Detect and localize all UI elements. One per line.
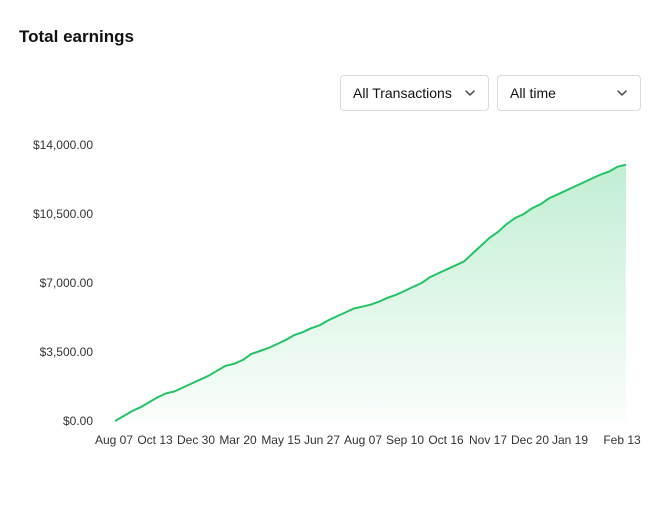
y-axis: $14,000.00 $10,500.00 $7,000.00 $3,500.00 $0…: [33, 138, 93, 428]
x-tick-label: Dec 30: [177, 433, 215, 447]
y-tick-label: $3,500.00: [40, 345, 94, 359]
x-tick-label: Aug 07: [95, 433, 133, 447]
x-tick-label: Feb 13: [603, 433, 641, 447]
y-tick-label: $0.00: [63, 414, 93, 428]
x-tick-label: Oct 13: [137, 433, 173, 447]
y-tick-label: $10,500.00: [33, 207, 93, 221]
transactions-filter-select[interactable]: All Transactions: [340, 75, 489, 111]
y-tick-label: $14,000.00: [33, 138, 93, 152]
x-tick-label: Jan 19: [552, 433, 588, 447]
x-tick-label: Aug 07: [344, 433, 382, 447]
chevron-down-icon: [465, 90, 475, 96]
x-axis: Aug 07 Oct 13 Dec 30 Mar 20 May 15 Jun 27 Aug …: [95, 433, 641, 447]
x-tick-label: Mar 20: [219, 433, 257, 447]
period-filter-value: All time: [510, 85, 556, 101]
earnings-area: [115, 164, 626, 421]
y-tick-label: $7,000.00: [40, 276, 94, 290]
page-title: Total earnings: [19, 27, 134, 46]
x-tick-label: May 15: [261, 433, 301, 447]
period-filter-select[interactable]: All time: [497, 75, 641, 111]
x-tick-label: Oct 16: [428, 433, 464, 447]
transactions-filter-value: All Transactions: [353, 85, 452, 101]
chevron-down-icon: [617, 90, 627, 96]
x-tick-label: Nov 17: [469, 433, 507, 447]
x-tick-label: Sep 10: [386, 433, 424, 447]
x-tick-label: Dec 20: [511, 433, 549, 447]
earnings-line: [114, 163, 627, 422]
x-tick-label: Jun 27: [304, 433, 340, 447]
